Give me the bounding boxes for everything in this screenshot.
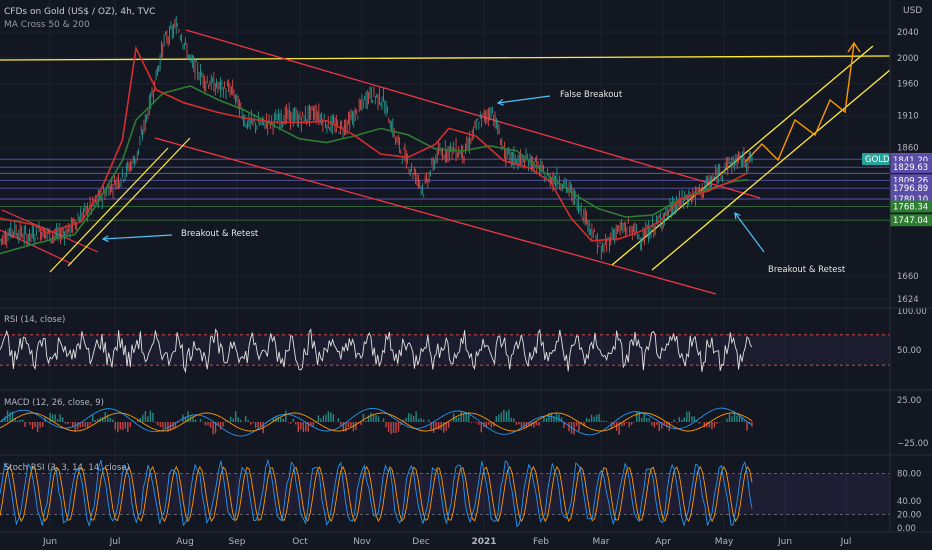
- annotation-label: False Breakout: [560, 90, 623, 100]
- time-tick-label: Apr: [655, 537, 671, 547]
- ma-200-line: [0, 85, 749, 255]
- candles: [0, 15, 753, 260]
- rsi-label: RSI (14, close): [4, 315, 65, 325]
- stoch-label: Stoch RSI (3, 3, 14, 14, close): [4, 463, 130, 473]
- time-tick-label: Jul: [840, 537, 852, 547]
- channel-bottom-line: [154, 137, 717, 295]
- macd-tick: −25.00: [897, 439, 928, 449]
- time-tick-label: Feb: [533, 537, 549, 547]
- rsi-tick: 100.00: [897, 307, 927, 317]
- price-tag-label: 1841.20: [893, 156, 928, 166]
- channel-top-line: [185, 29, 761, 199]
- price-tag-label: 1796.89: [893, 184, 928, 194]
- macd-line: [0, 407, 753, 437]
- time-tick-label: Jun: [777, 537, 792, 547]
- annotation-label: Breakout & Retest: [181, 229, 259, 239]
- macd-pane: MACD (12, 26, close, 9) 25.00 −25.00: [0, 396, 928, 449]
- rsi-pane: RSI (14, close) 100.00 50.00: [0, 307, 927, 374]
- stoch-k-line: [0, 458, 753, 528]
- time-tick-label: Sep: [229, 537, 246, 547]
- price-tag-label: 1768.34: [893, 203, 928, 213]
- stoch-tick: 80.00: [897, 470, 921, 480]
- stoch-tick: 0.00: [897, 524, 916, 534]
- indicator-label: MA Cross 50 & 200: [4, 20, 90, 30]
- grid: [0, 0, 890, 530]
- annotation-arrowhead: [496, 98, 504, 106]
- price-tag-label: 1809.26: [893, 176, 928, 186]
- price-tick-label: 2040: [897, 28, 919, 38]
- price-tick-label: 1860: [897, 144, 919, 154]
- time-tick-label: Mar: [593, 537, 610, 547]
- rsi-tick: 50.00: [897, 346, 921, 356]
- annotation-arrow: [497, 95, 551, 104]
- price-tag-label: 1829.63: [893, 163, 928, 173]
- up-channel-line: [49, 147, 169, 273]
- annotation-label: Breakout & Retest: [768, 265, 846, 275]
- time-tick-label: 2021: [471, 537, 496, 547]
- price-tag: [890, 200, 932, 213]
- projection-path: [744, 43, 855, 163]
- currency-label: USD: [903, 6, 923, 16]
- resistance-line: [0, 55, 890, 61]
- up-channel-line: [651, 69, 890, 271]
- price-tick-label: 1910: [897, 112, 919, 122]
- ma-50-line: [0, 45, 749, 242]
- time-tick-label: Oct: [292, 537, 308, 547]
- price-tag: [890, 182, 932, 195]
- annotation-arrowhead: [101, 235, 109, 243]
- macd-tick: 25.00: [897, 396, 921, 406]
- time-tick-label: May: [715, 537, 734, 547]
- chart-title: CFDs on Gold (US$ / OZ), 4h, TVC: [4, 7, 156, 17]
- annotation-arrow: [102, 234, 173, 240]
- time-tick-label: Jun: [42, 537, 57, 547]
- stoch-tick: 40.00: [897, 497, 921, 507]
- price-tag-label: 1747.04: [893, 216, 928, 226]
- price-tick-label: 1624: [897, 295, 919, 305]
- projection-arrow: [847, 41, 861, 53]
- price-tag: [890, 214, 932, 227]
- stoch-band: [0, 473, 890, 515]
- stoch-d-line: [0, 465, 753, 523]
- price-pane: False Breakout Breakout & Retest Breakout …: [0, 15, 890, 295]
- price-tag-label: 1780.10: [893, 195, 928, 205]
- up-channel-line: [67, 137, 191, 267]
- macd-label: MACD (12, 26, close, 9): [4, 398, 104, 408]
- macd-signal-line: [0, 412, 753, 432]
- time-tick-label: Jul: [109, 537, 121, 547]
- time-tick-label: Nov: [353, 537, 371, 547]
- annotation-arrow: [734, 212, 765, 253]
- price-tick-label: 1960: [897, 79, 919, 89]
- price-tag: [890, 161, 932, 174]
- rsi-line: [0, 328, 753, 374]
- price-tick-label: 1660: [897, 272, 919, 282]
- price-tick-label: 2000: [897, 54, 919, 64]
- stoch-tick: 20.00: [897, 510, 921, 520]
- time-tick-label: Dec: [412, 537, 429, 547]
- time-tick-label: Aug: [176, 537, 194, 547]
- annotation-arrowhead: [734, 211, 741, 220]
- stoch-rsi-pane: Stoch RSI (3, 3, 14, 14, close) 80.00 40.0…: [0, 458, 921, 534]
